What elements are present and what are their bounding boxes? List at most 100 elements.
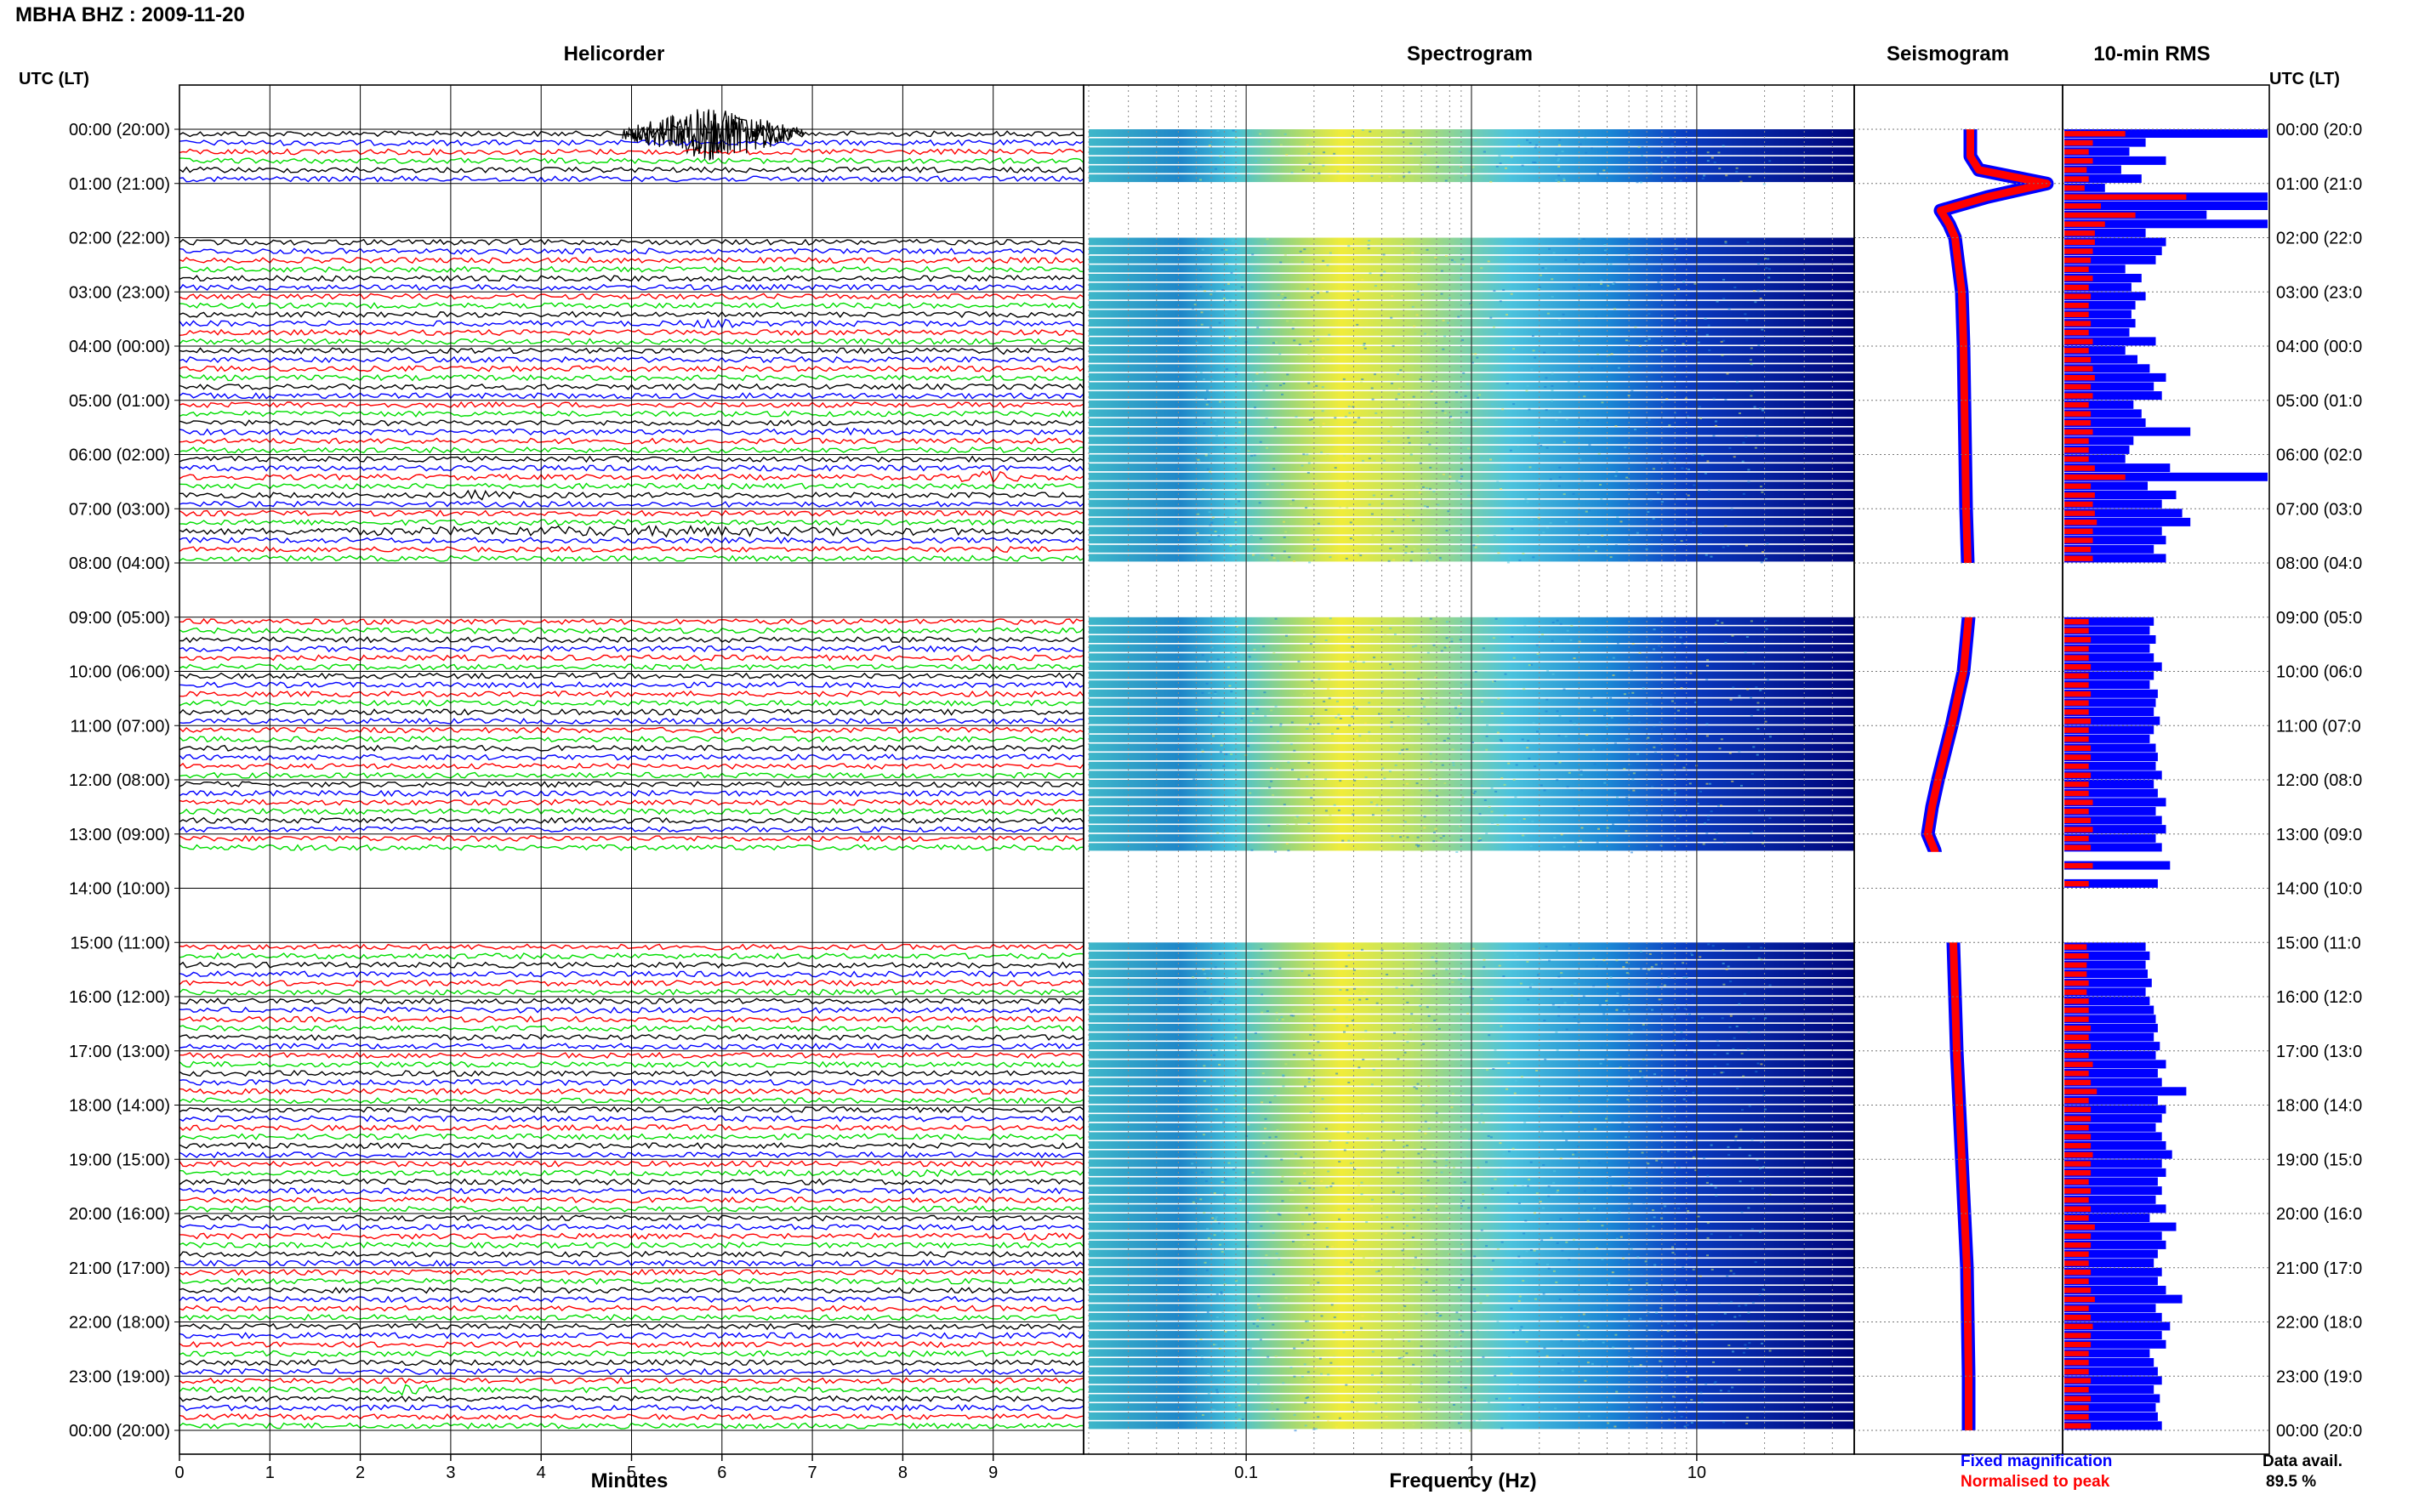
rms-normalised-bar (2064, 1134, 2092, 1140)
rms-normalised-bar (2064, 1026, 2092, 1032)
rms-fixed-bar (2064, 698, 2156, 708)
rms-fixed-bar (2064, 969, 2148, 979)
right-hour-label: 14:00 (10:0 (2276, 880, 2362, 899)
rms-fixed-bar (2064, 1331, 2162, 1340)
rms-fixed-bar (2064, 1349, 2150, 1358)
legend-normalised-to-peak: Normalised to peak (1961, 1473, 2110, 1491)
left-hour-label: 21:00 (17:00) (69, 1259, 170, 1278)
rms-fixed-bar (2064, 202, 2268, 210)
rms-fixed-bar (2064, 1204, 2166, 1214)
rms-fixed-bar (2064, 400, 2134, 409)
rms-fixed-bar (2064, 156, 2166, 165)
rms-normalised-bar (2064, 212, 2136, 219)
rms-normalised-bar (2064, 429, 2093, 435)
rms-fixed-bar (2064, 1339, 2166, 1349)
right-hour-label: 21:00 (17:0 (2276, 1259, 2362, 1278)
rms-normalised-bar (2064, 1007, 2089, 1014)
rms-fixed-bar (2064, 1267, 2162, 1276)
rms-fixed-bar (2064, 1222, 2177, 1231)
rms-fixed-bar (2064, 1421, 2162, 1430)
rms-normalised-bar (2064, 158, 2093, 164)
rms-fixed-bar (2064, 1403, 2156, 1413)
rms-normalised-bar (2064, 673, 2089, 679)
rms-normalised-bar (2064, 628, 2089, 634)
helicorder-event-trace (622, 109, 805, 161)
rms-fixed-bar (2064, 806, 2156, 816)
right-hour-label: 17:00 (13:0 (2276, 1043, 2362, 1061)
rms-normalised-bar (2064, 492, 2095, 498)
rms-normalised-bar (2064, 944, 2087, 950)
rms-normalised-bar (2064, 239, 2095, 245)
rms-fixed-bar (2064, 138, 2146, 147)
rms-fixed-bar (2064, 680, 2150, 690)
rms-normalised-bar (2064, 303, 2089, 309)
frequency-axis-label: Frequency (Hz) (1389, 1469, 1537, 1492)
rms-fixed-bar (2064, 544, 2154, 554)
minutes-tick-label: 9 (988, 1464, 998, 1482)
rms-fixed-bar (2064, 788, 2158, 798)
right-hour-label: 04:00 (00:0 (2276, 338, 2362, 356)
left-hour-label: 12:00 (08:00) (69, 771, 170, 790)
panel-frame (2062, 84, 2270, 1455)
rms-normalised-bar (2064, 1233, 2092, 1239)
data-avail-label: Data avail. (2262, 1452, 2342, 1470)
rms-fixed-bar (2064, 1095, 2158, 1105)
rms-normalised-bar (2064, 221, 2105, 227)
rms-normalised-bar (2064, 1170, 2092, 1176)
rms-fixed-bar (2064, 463, 2171, 473)
left-hour-label: 01:00 (21:00) (69, 175, 170, 194)
right-axis-label: UTC (LT) (2269, 70, 2340, 88)
rms-fixed-bar (2064, 310, 2132, 319)
rms-fixed-bar (2064, 987, 2146, 997)
rms-fixed-bar (2064, 355, 2137, 364)
rms-normalised-bar (2064, 989, 2087, 995)
spectrogram-title: Spectrogram (1406, 43, 1534, 65)
rms-fixed-bar (2064, 626, 2150, 635)
rms-fixed-bar (2064, 174, 2142, 184)
left-hour-label: 02:00 (22:00) (69, 230, 170, 248)
axes-layer: 00:00 (20:00) 00:00 (20:0 01:00 (21:00) 01:… (69, 84, 2362, 1482)
rms-fixed-bar (2064, 481, 2148, 491)
left-hour-label: 13:00 (09:00) (69, 826, 170, 844)
rms-normalised-bar (2064, 962, 2087, 968)
rms-normalised-bar (2064, 1089, 2097, 1094)
rms-normalised-bar (2064, 546, 2092, 553)
right-hour-label: 03:00 (23:0 (2276, 283, 2362, 302)
rms-normalised-bar (2064, 257, 2092, 264)
rms-fixed-bar (2064, 372, 2166, 382)
rms-normalised-bar (2064, 1206, 2092, 1212)
rms-normalised-bar (2064, 1305, 2089, 1311)
rms-fixed-bar (2064, 1168, 2166, 1177)
rms-fixed-bar (2064, 689, 2158, 698)
legend-fixed-magnification: Fixed magnification (1961, 1452, 2113, 1470)
rms-fixed-bar (2064, 1384, 2154, 1394)
rms-normalised-bar (2064, 1368, 2089, 1375)
rms-normalised-bar (2064, 230, 2095, 236)
rms-normalised-bar (2064, 1378, 2092, 1384)
left-hour-label: 23:00 (19:00) (69, 1367, 170, 1386)
rms-normalised-bar (2064, 284, 2089, 291)
rms-fixed-bar (2064, 418, 2146, 427)
rms-normalised-bar (2064, 375, 2095, 381)
rms-normalised-bar (2064, 293, 2092, 299)
rms-normalised-bar (2064, 782, 2089, 787)
rms-fixed-bar (2064, 1023, 2158, 1032)
rms-fixed-bar (2064, 526, 2162, 536)
rms-normalised-bar (2064, 1179, 2089, 1185)
rms-fixed-bar (2064, 499, 2162, 509)
rms-normalised-bar (2064, 1079, 2092, 1086)
minutes-tick-label: 1 (265, 1464, 275, 1482)
rms-normalised-bar (2064, 185, 2085, 191)
rms-normalised-bar (2064, 176, 2089, 182)
rms-fixed-bar (2064, 391, 2162, 401)
rms-normalised-bar (2064, 700, 2089, 706)
spectrogram-panel (1088, 85, 1854, 1454)
rms-normalised-bar (2064, 1188, 2092, 1194)
rms-normalised-bar (2064, 772, 2092, 778)
rms-normalised-bar (2064, 862, 2093, 869)
rms-normalised-bar (2064, 980, 2089, 986)
rms-fixed-bar (2064, 292, 2146, 301)
rms-normalised-bar (2064, 1106, 2092, 1112)
rms-normalised-bar (2064, 1098, 2089, 1104)
helicorder-title: Helicorder (563, 43, 665, 65)
